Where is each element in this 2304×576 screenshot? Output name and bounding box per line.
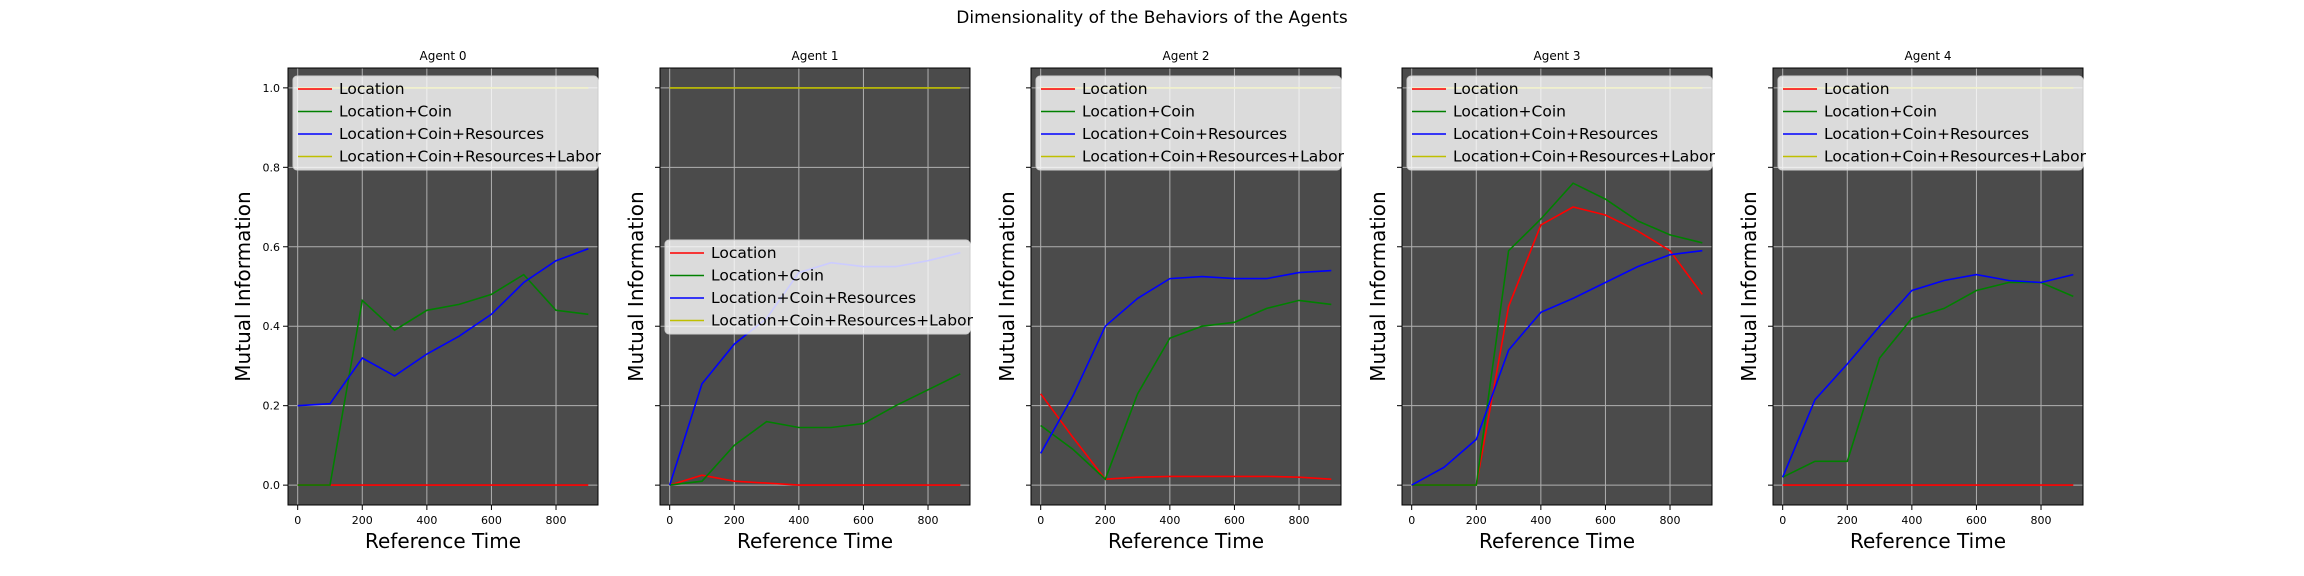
agent-0-ytick-label: 0.6	[263, 241, 281, 254]
agent-3-title: Agent 3	[1534, 49, 1581, 63]
agent-4-legend-label-1: Location+Coin	[1824, 103, 1937, 121]
agent-3-xtick-label: 800	[1660, 514, 1681, 527]
agent-1-legend-label-0: Location	[711, 244, 777, 262]
agent-2-legend-label-0: Location	[1082, 80, 1148, 98]
agent-0-ytick-label: 0.4	[263, 320, 281, 333]
agent-0-ytick-label: 0.2	[263, 400, 281, 413]
agent-1-title: Agent 1	[792, 49, 839, 63]
figure-suptitle: Dimensionality of the Behaviors of the A…	[956, 8, 1348, 28]
agent-1-series-1-line	[669, 373, 961, 486]
agent-0-frame	[287, 67, 599, 506]
agent-3-series-2-line	[1411, 249, 1703, 486]
agent-1-legend-label-1: Location+Coin	[711, 267, 824, 285]
agent-2-legend-label-1: Location+Coin	[1082, 103, 1195, 121]
agent-0-legend-label-2: Location+Coin+Resources	[339, 125, 544, 143]
agent-2-legend-box	[1035, 75, 1342, 171]
agent-2-xlabel: Reference Time	[1108, 529, 1264, 553]
agent-2-series-1-line	[1040, 299, 1332, 481]
agent-3-legend-label-1: Location+Coin	[1453, 103, 1566, 121]
agent-1-xtick-label: 400	[788, 514, 809, 527]
agent-3-xlabel: Reference Time	[1479, 529, 1635, 553]
agent-0-xtick-label: 200	[352, 514, 373, 527]
agent-0-xtick-label: 400	[416, 514, 437, 527]
agent-1-ylabel: Mutual Information	[624, 191, 648, 381]
agent-4-frame	[1772, 67, 2084, 506]
agent-0-legend-label-0: Location	[339, 80, 405, 98]
agent-3-frame	[1401, 67, 1713, 506]
agent-2-frame	[1030, 67, 1342, 506]
agent-0-series-1-line	[297, 273, 589, 486]
agent-0-ytick-label: 1.0	[263, 82, 281, 95]
agent-4-legend-box	[1777, 75, 2084, 171]
agent-4-series-2-line	[1781, 273, 2074, 478]
agent-1-xtick-label: 600	[853, 514, 874, 527]
agent-1-xtick-label: 0	[666, 514, 673, 527]
agent-3-xtick-label: 0	[1408, 514, 1415, 527]
agent-2-xtick-label: 800	[1289, 514, 1310, 527]
agent-4-xtick-label: 0	[1779, 514, 1786, 527]
agent-2-series-0-line	[1040, 393, 1332, 481]
agent-4-legend-label-2: Location+Coin+Resources	[1824, 125, 2029, 143]
agent-3-xtick-label: 200	[1466, 514, 1487, 527]
agent-2-title: Agent 2	[1163, 49, 1210, 63]
agent-0-legend-label-1: Location+Coin	[339, 103, 452, 121]
agent-1-legend-label-3: Location+Coin+Resources+Labor	[711, 312, 974, 330]
agent-0-xtick-label: 800	[546, 514, 567, 527]
agent-4-legend-label-0: Location	[1824, 80, 1890, 98]
agent-4-ylabel: Mutual Information	[1737, 191, 1761, 381]
agent-0-legend-label-3: Location+Coin+Resources+Labor	[339, 148, 602, 166]
agent-2-xtick-label: 600	[1224, 514, 1245, 527]
agent-4-xtick-label: 600	[1966, 514, 1987, 527]
agent-3-series-1-line	[1411, 182, 1703, 486]
agent-4-title: Agent 4	[1905, 49, 1952, 63]
agent-0-title: Agent 0	[420, 49, 467, 63]
agent-1-xtick-label: 800	[918, 514, 939, 527]
agent-3-legend-label-2: Location+Coin+Resources	[1453, 125, 1658, 143]
agent-3-legend-label-0: Location	[1453, 80, 1519, 98]
agent-4-xtick-label: 800	[2031, 514, 2052, 527]
agent-2-ylabel: Mutual Information	[995, 191, 1019, 381]
agent-0-legend-box	[292, 75, 599, 171]
agent-1-xlabel: Reference Time	[737, 529, 893, 553]
agent-3-legend-label-3: Location+Coin+Resources+Labor	[1453, 148, 1716, 166]
agent-4-legend-label-3: Location+Coin+Resources+Labor	[1824, 148, 2087, 166]
agent-4-series-1-line	[1782, 281, 2074, 478]
agent-3-ylabel: Mutual Information	[1366, 191, 1390, 381]
agent-1-legend-box	[664, 239, 971, 335]
agent-0-ytick-label: 0.0	[263, 479, 281, 492]
agent-1-xtick-label: 200	[724, 514, 745, 527]
agent-2-xtick-label: 0	[1037, 514, 1044, 527]
agent-0-xtick-label: 600	[481, 514, 502, 527]
agent-1-legend-label-2: Location+Coin+Resources	[711, 289, 916, 307]
agent-3-legend-box	[1406, 75, 1713, 171]
agent-2-xtick-label: 400	[1159, 514, 1180, 527]
agent-0-ylabel: Mutual Information	[231, 191, 255, 381]
agent-0-xtick-label: 0	[294, 514, 301, 527]
agent-1-series-0-line	[669, 474, 961, 486]
agent-2-legend-label-2: Location+Coin+Resources	[1082, 125, 1287, 143]
agent-2-legend-label-3: Location+Coin+Resources+Labor	[1082, 148, 1345, 166]
agent-4-xtick-label: 400	[1901, 514, 1922, 527]
agent-2-xtick-label: 200	[1095, 514, 1116, 527]
agent-2-series-2-line	[1040, 269, 1332, 454]
agent-4-xlabel: Reference Time	[1850, 529, 2006, 553]
agent-4-xtick-label: 200	[1837, 514, 1858, 527]
agent-3-xtick-label: 400	[1530, 514, 1551, 527]
agent-0-ytick-label: 0.8	[263, 161, 281, 174]
agent-3-xtick-label: 600	[1595, 514, 1616, 527]
agent-0-xlabel: Reference Time	[365, 529, 521, 553]
agent-0-series-2-line	[297, 248, 589, 407]
